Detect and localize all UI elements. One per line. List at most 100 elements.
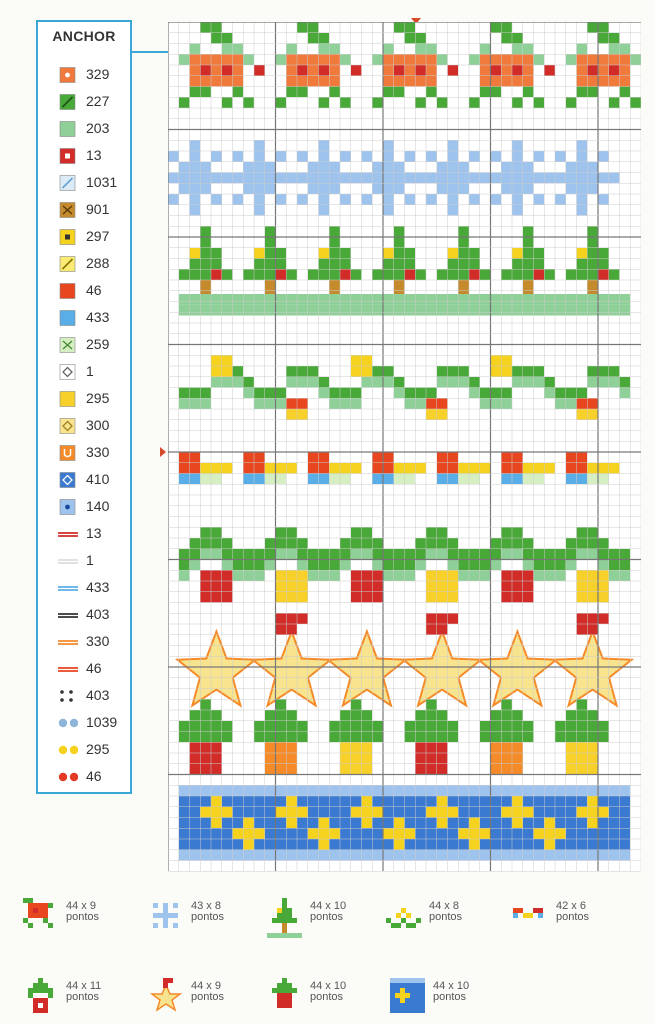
motif-thumbnail: 42 x 6 pontos bbox=[508, 893, 648, 943]
legend-row: 288 bbox=[38, 252, 130, 276]
legend-code: 295 bbox=[86, 741, 110, 757]
motif-unit-label: pontos bbox=[66, 911, 100, 923]
legend-row: 330 bbox=[38, 630, 130, 654]
motif-unit-label: pontos bbox=[429, 911, 463, 923]
legend-symbol-icon bbox=[58, 256, 78, 272]
legend-row: 46 bbox=[38, 279, 130, 303]
center-marker-top-icon bbox=[411, 18, 421, 24]
stitches bbox=[168, 22, 641, 861]
legend-row: 295 bbox=[38, 738, 130, 762]
legend-symbol-icon bbox=[58, 418, 78, 434]
center-marker-left-icon bbox=[160, 447, 166, 457]
color-legend: ANCHOR 329 227 203 13 1031 901 297 288 46 433 259 1… bbox=[36, 20, 132, 794]
christmas-tree-icon bbox=[262, 893, 308, 939]
legend-symbol-icon bbox=[58, 364, 78, 380]
poinsettia-icon bbox=[18, 893, 64, 939]
legend-symbol-icon bbox=[58, 283, 78, 299]
motif-thumbnail: 44 x 9 pontos bbox=[143, 973, 283, 1023]
legend-row: 433 bbox=[38, 306, 130, 330]
legend-symbol-icon bbox=[58, 175, 78, 191]
motif-unit-label: pontos bbox=[556, 911, 590, 923]
legend-code: 330 bbox=[86, 633, 110, 649]
legend-row: 1031 bbox=[38, 171, 130, 195]
legend-symbol-icon bbox=[58, 229, 78, 245]
legend-symbol-icon bbox=[58, 634, 80, 650]
legend-row: 140 bbox=[38, 495, 130, 519]
legend-symbol-icon bbox=[58, 688, 78, 704]
legend-code: 1 bbox=[86, 552, 94, 568]
legend-symbol-icon bbox=[58, 310, 78, 326]
legend-symbol-icon bbox=[58, 148, 78, 164]
motif-unit-label: pontos bbox=[191, 911, 225, 923]
legend-code: 297 bbox=[86, 228, 110, 244]
legend-code: 1 bbox=[86, 363, 94, 379]
legend-row: 203 bbox=[38, 117, 130, 141]
legend-row: 433 bbox=[38, 576, 130, 600]
legend-connector-line bbox=[132, 51, 168, 53]
motif-size-label: 43 x 8 bbox=[191, 900, 221, 912]
legend-symbol-icon bbox=[58, 67, 78, 83]
legend-code: 1031 bbox=[86, 174, 118, 190]
legend-code: 288 bbox=[86, 255, 110, 271]
legend-symbol-icon bbox=[58, 391, 78, 407]
motif-thumbnail: 44 x 10 pontos bbox=[262, 973, 402, 1023]
legend-symbol-icon bbox=[58, 769, 79, 785]
blue-band-icon bbox=[385, 973, 431, 1019]
gift-row-icon bbox=[508, 893, 554, 939]
legend-row: 1 bbox=[38, 549, 130, 573]
motif-size-label: 44 x 11 bbox=[66, 980, 102, 992]
legend-code: 13 bbox=[86, 147, 102, 163]
legend-row: 330 bbox=[38, 441, 130, 465]
motif-unit-label: pontos bbox=[433, 991, 467, 1003]
motif-size-label: 44 x 9 bbox=[66, 900, 96, 912]
legend-symbol-icon bbox=[58, 526, 80, 542]
legend-code: 329 bbox=[86, 66, 110, 82]
motif-thumbnail: 43 x 8 pontos bbox=[143, 893, 283, 943]
motif-size-label: 42 x 6 bbox=[556, 900, 586, 912]
legend-symbol-icon bbox=[58, 580, 80, 596]
legend-code: 300 bbox=[86, 417, 110, 433]
legend-row: 1039 bbox=[38, 711, 130, 735]
legend-row: 13 bbox=[38, 522, 130, 546]
legend-code: 46 bbox=[86, 282, 102, 298]
legend-row: 403 bbox=[38, 684, 130, 708]
legend-code: 433 bbox=[86, 579, 110, 595]
legend-code: 295 bbox=[86, 390, 110, 406]
legend-row: 403 bbox=[38, 603, 130, 627]
motif-size-label: 44 x 8 bbox=[429, 900, 459, 912]
legend-code: 901 bbox=[86, 201, 110, 217]
legend-row: 300 bbox=[38, 414, 130, 438]
motif-unit-label: pontos bbox=[191, 991, 225, 1003]
legend-row: 329 bbox=[38, 63, 130, 87]
legend-code: 410 bbox=[86, 471, 110, 487]
legend-symbol-icon bbox=[58, 742, 79, 758]
snowflake-icon bbox=[143, 893, 189, 939]
legend-row: 46 bbox=[38, 765, 130, 789]
legend-row: 410 bbox=[38, 468, 130, 492]
motif-size-label: 44 x 9 bbox=[191, 980, 221, 992]
legend-symbol-icon bbox=[58, 202, 78, 218]
legend-code: 140 bbox=[86, 498, 110, 514]
legend-code: 227 bbox=[86, 93, 110, 109]
legend-symbol-icon bbox=[58, 445, 78, 461]
motif-thumbnail: 44 x 10 pontos bbox=[262, 893, 402, 943]
legend-row: 297 bbox=[38, 225, 130, 249]
legend-row: 295 bbox=[38, 387, 130, 411]
motif-unit-label: pontos bbox=[310, 911, 344, 923]
legend-code: 1039 bbox=[86, 714, 118, 730]
cross-stitch-chart bbox=[168, 22, 641, 872]
legend-code: 203 bbox=[86, 120, 110, 136]
legend-code: 433 bbox=[86, 309, 110, 325]
motif-size-label: 44 x 10 bbox=[310, 900, 347, 912]
garland-icon bbox=[381, 893, 427, 939]
legend-code: 330 bbox=[86, 444, 110, 460]
legend-symbol-icon bbox=[58, 661, 80, 677]
tree-ornament-icon bbox=[18, 973, 64, 1019]
legend-code: 259 bbox=[86, 336, 110, 352]
legend-row: 259 bbox=[38, 333, 130, 357]
motif-unit-label: pontos bbox=[66, 991, 100, 1003]
legend-symbol-icon bbox=[58, 121, 78, 137]
motif-size-label: 44 x 10 bbox=[433, 980, 470, 992]
legend-symbol-icon bbox=[58, 94, 78, 110]
legend-title: ANCHOR bbox=[52, 28, 116, 44]
